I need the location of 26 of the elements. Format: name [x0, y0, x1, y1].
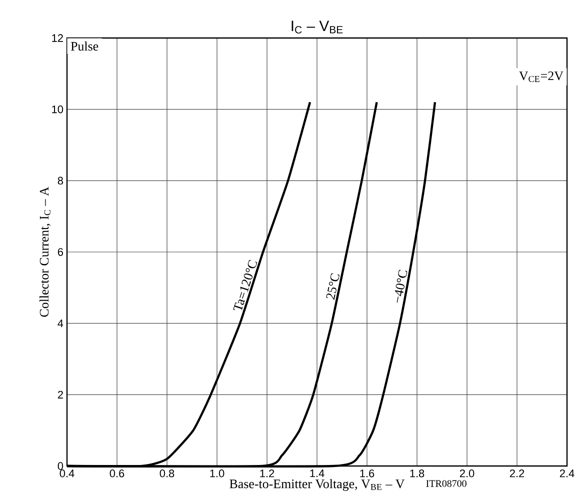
- x-tick-label: 0.6: [110, 469, 124, 478]
- annotation: V$_{CE}$=2V: [519, 71, 564, 82]
- x-axis-title: Base-to-Emitter Voltage, V$_{BE}$ – V: [230, 479, 405, 491]
- x-tick-label: 2.4: [560, 469, 574, 478]
- x-tick-label: 1.0: [210, 469, 224, 478]
- x-tick-label: 1.6: [360, 469, 374, 478]
- x-tick-label: 1.8: [410, 469, 424, 478]
- y-tick-label: 6: [58, 248, 63, 256]
- y-axis-title: Collector Current, I$_{C}$ – A: [39, 186, 50, 317]
- text: 25°C: [326, 273, 340, 300]
- y-tick-label: 8: [58, 176, 63, 184]
- x-tick-label: 0.8: [160, 469, 174, 478]
- text: −40°C: [394, 270, 408, 303]
- x-tick-label: 1.4: [310, 469, 324, 477]
- y-tick-label: 0: [58, 462, 64, 470]
- x-tick-label: 1.2: [260, 469, 274, 478]
- y-tick-label: 10: [52, 105, 64, 114]
- chart-title: I$_{C}$ – V$_{BE}$: [292, 20, 343, 34]
- y-tick-label: 2: [58, 390, 63, 398]
- y-tick-label: 12: [52, 34, 63, 42]
- annotation: Pulse: [70, 41, 98, 51]
- x-tick-label: 2.2: [510, 469, 524, 478]
- x-tick-label: 2.0: [460, 469, 474, 478]
- text: ITR08700: [426, 480, 466, 487]
- x-tick-label: 0.4: [60, 469, 74, 478]
- y-tick-label: 4: [58, 319, 64, 327]
